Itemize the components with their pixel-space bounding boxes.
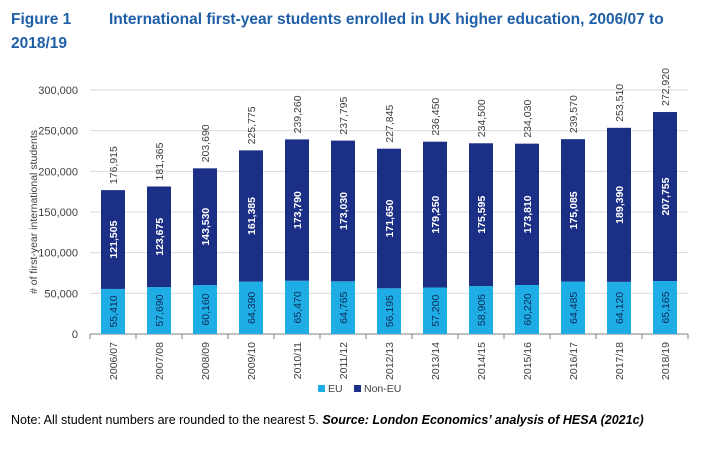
y-tick-label: 200,000: [38, 166, 78, 178]
bar-eu: [653, 280, 677, 334]
data-label-eu: 60,160: [200, 293, 212, 325]
figure-title-block: Figure 1 International first-year student…: [11, 8, 701, 56]
data-label-non-eu: 207,755: [660, 177, 672, 215]
bar-eu: [331, 281, 355, 334]
bar-eu: [147, 287, 171, 334]
data-label-non-eu: 123,675: [154, 218, 166, 256]
x-tick-label: 2014/15: [476, 342, 488, 380]
bar-non-eu: [469, 143, 493, 287]
bar-non-eu: [653, 112, 677, 281]
y-axis-title: # of first-year international students: [28, 130, 40, 294]
data-label-eu: 64,120: [614, 292, 626, 324]
bar-eu: [377, 288, 401, 334]
data-label-total: 234,500: [476, 99, 488, 137]
note-source: Source: London Economics’ analysis of HE…: [322, 413, 644, 427]
data-label-total: 239,570: [568, 95, 580, 133]
bar-eu: [423, 287, 447, 334]
y-tick-label: 100,000: [38, 248, 78, 260]
data-label-non-eu: 175,085: [568, 191, 580, 229]
bar-eu: [285, 280, 309, 334]
y-tick-label: 250,000: [38, 126, 78, 138]
bar-eu: [515, 285, 539, 334]
data-label-eu: 57,200: [430, 295, 442, 327]
figure-note: Note: All student numbers are rounded to…: [11, 411, 701, 430]
data-label-eu: 55,410: [108, 295, 120, 327]
data-label-total: 203,690: [200, 124, 212, 162]
bar-non-eu: [561, 139, 585, 282]
bar-non-eu: [331, 140, 355, 282]
x-tick-label: 2009/10: [246, 342, 258, 380]
bar-non-eu: [101, 190, 125, 289]
data-label-eu: 56,195: [384, 295, 396, 327]
y-tick-label: 0: [72, 329, 78, 341]
data-label-eu: 64,485: [568, 292, 580, 324]
x-tick-label: 2006/07: [108, 342, 120, 380]
data-label-eu: 65,165: [660, 291, 672, 323]
data-label-eu: 64,765: [338, 291, 350, 323]
data-label-total: 176,915: [108, 146, 120, 184]
data-label-eu: 60,220: [522, 293, 534, 325]
bar-eu: [607, 281, 631, 334]
bar-non-eu: [423, 141, 447, 288]
data-label-total: 181,365: [154, 142, 166, 180]
figure-title: International first-year students enroll…: [11, 11, 664, 52]
data-label-total: 236,450: [430, 98, 442, 136]
data-label-non-eu: 173,810: [522, 195, 534, 233]
x-tick-label: 2015/16: [522, 342, 534, 380]
bar-non-eu: [193, 168, 217, 286]
data-label-total: 227,845: [384, 105, 396, 143]
figure-label: Figure 1: [11, 11, 72, 28]
data-label-non-eu: 175,595: [476, 196, 488, 234]
x-tick-label: 2008/09: [200, 342, 212, 380]
data-label-total: 225,775: [246, 106, 258, 144]
data-label-non-eu: 173,790: [292, 191, 304, 229]
data-label-total: 234,030: [522, 100, 534, 138]
bar-eu: [561, 281, 585, 334]
data-label-eu: 65,470: [292, 291, 304, 323]
legend-swatch-non-eu: [354, 385, 361, 392]
data-label-non-eu: 143,530: [200, 208, 212, 246]
data-label-non-eu: 179,250: [430, 195, 442, 233]
data-label-non-eu: 161,385: [246, 197, 258, 235]
x-tick-label: 2017/18: [614, 342, 626, 380]
bar-non-eu: [607, 127, 631, 282]
legend-label-non-eu: Non-EU: [364, 383, 401, 395]
x-tick-label: 2010/11: [292, 342, 304, 379]
data-label-non-eu: 171,650: [384, 199, 396, 237]
x-tick-label: 2007/08: [154, 342, 166, 380]
data-label-non-eu: 121,505: [108, 220, 120, 258]
bar-eu: [239, 281, 263, 334]
x-tick-label: 2011/12: [338, 342, 350, 379]
stacked-bar-chart: 0 50,000 100,000 150,000 200,000 250,000 300,0…: [28, 68, 689, 395]
data-label-eu: 64,390: [246, 292, 258, 324]
data-label-non-eu: 173,030: [338, 192, 350, 230]
data-label-non-eu: 189,390: [614, 186, 626, 224]
x-tick-label: 2012/13: [384, 342, 396, 380]
bar-eu: [193, 285, 217, 334]
bar-non-eu: [515, 143, 539, 286]
bar-non-eu: [285, 139, 309, 281]
bar-non-eu: [377, 148, 401, 289]
bar-non-eu: [147, 186, 171, 288]
y-tick-label: 300,000: [38, 85, 78, 97]
y-tick-label: 150,000: [38, 207, 78, 219]
data-label-total: 272,920: [660, 68, 672, 106]
bar-eu: [101, 288, 125, 334]
bar-eu: [469, 286, 493, 334]
x-tick-label: 2016/17: [568, 342, 580, 380]
legend-swatch-eu: [318, 385, 325, 392]
note-text: Note: All student numbers are rounded to…: [11, 413, 323, 427]
data-label-eu: 57,690: [154, 294, 166, 326]
x-tick-label: 2018/19: [660, 342, 672, 380]
bar-non-eu: [239, 150, 263, 282]
legend-label-eu: EU: [328, 383, 343, 395]
x-tick-label: 2013/14: [430, 342, 442, 380]
data-label-total: 239,260: [292, 95, 304, 133]
data-label-eu: 58,905: [476, 294, 488, 326]
y-tick-label: 50,000: [44, 288, 78, 300]
data-label-total: 253,510: [614, 84, 626, 122]
data-label-total: 237,795: [338, 96, 350, 134]
